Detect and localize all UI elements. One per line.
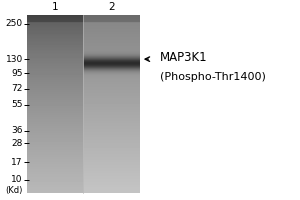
Text: 17: 17 [11, 158, 23, 167]
Text: 55: 55 [11, 100, 23, 109]
Text: 95: 95 [11, 69, 23, 78]
Text: 36: 36 [11, 126, 23, 135]
Text: 130: 130 [6, 55, 23, 64]
Text: 10: 10 [11, 175, 23, 184]
Text: 250: 250 [6, 19, 23, 28]
Text: 1: 1 [52, 2, 59, 12]
Text: MAP3K1: MAP3K1 [160, 51, 208, 64]
Text: (Kd): (Kd) [5, 186, 23, 195]
Text: 28: 28 [11, 139, 23, 148]
Text: 72: 72 [11, 84, 23, 93]
Text: (Phospho-Thr1400): (Phospho-Thr1400) [160, 72, 266, 82]
Text: 2: 2 [108, 2, 115, 12]
